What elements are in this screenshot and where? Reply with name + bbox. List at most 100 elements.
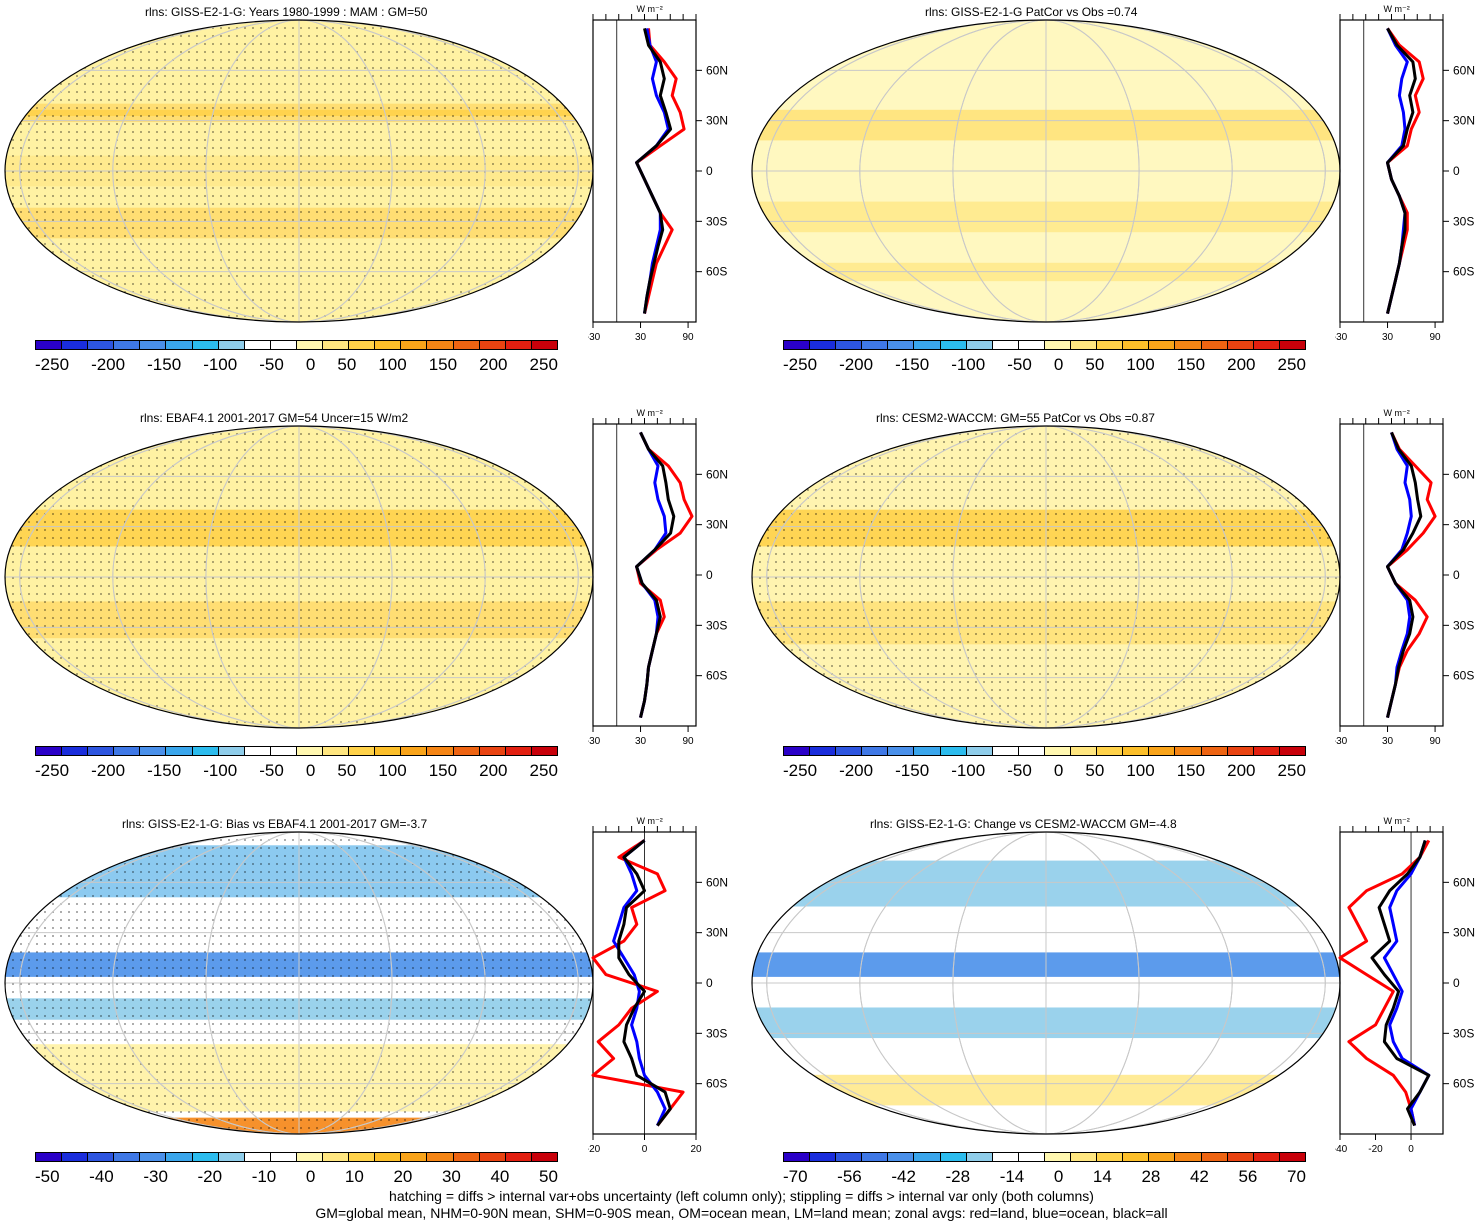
colorbar-tick-label: -250: [783, 761, 817, 781]
colorbar-swatch: [1096, 747, 1122, 755]
colorbar-swatch: [940, 1153, 966, 1161]
colorbar-tick-label: 200: [1227, 761, 1255, 781]
colorbar-swatch: [809, 747, 835, 755]
colorbar-swatch: [531, 1153, 557, 1161]
colorbar-tick-label: -28: [946, 1167, 971, 1187]
footer-line-1: hatching = diffs > internal var+obs unce…: [0, 1188, 1483, 1205]
colorbar-swatch: [1279, 341, 1305, 349]
colorbar-swatch: [192, 747, 218, 755]
colorbar-swatch: [139, 747, 165, 755]
colorbar-tick-label: -50: [259, 761, 284, 781]
map-diff-1: [3, 830, 595, 1136]
colorbar-tick-label: 20: [393, 1167, 412, 1187]
colorbar-tick-label: 50: [1085, 355, 1104, 375]
colorbar-tick-label: -100: [951, 761, 985, 781]
colorbar-swatch: [139, 1153, 165, 1161]
colorbar-tick-label: 30: [442, 1167, 461, 1187]
colorbar-tick-label: 200: [1227, 355, 1255, 375]
colorbar-swatch: [1044, 341, 1070, 349]
colorbar-tick-label: 100: [378, 355, 406, 375]
footer-note: hatching = diffs > internal var+obs unce…: [0, 1188, 1483, 1222]
zonal-lat-label: 60N: [706, 467, 728, 481]
colorbar-tick-label: 200: [479, 355, 507, 375]
zonal-series-line: [637, 432, 666, 717]
zonal-lat-label: 0: [706, 164, 713, 178]
panel-title: rlns: EBAF4.1 2001-2017 GM=54 Uncer=15 W…: [140, 411, 408, 425]
colorbar-swatch: [887, 341, 913, 349]
colorbar-swatch: [913, 1153, 939, 1161]
colorbar-swatch: [1279, 747, 1305, 755]
colorbar-swatch: [992, 341, 1018, 349]
zonal-lat-label: 60S: [1453, 669, 1474, 683]
colorbar-swatch: [270, 1153, 296, 1161]
colorbar-swatch: [1122, 1153, 1148, 1161]
colorbar-swatch: [913, 747, 939, 755]
zonal-lat-label: 30S: [706, 1026, 727, 1040]
zonal-frame: [1340, 20, 1443, 322]
colorbar-swatch: [426, 1153, 452, 1161]
colorbar-swatch: [1227, 747, 1253, 755]
colorbar-swatch: [784, 341, 809, 349]
colorbar-swatch: [887, 1153, 913, 1161]
colorbar-tick-label: -150: [895, 761, 929, 781]
colorbar-swatch: [1044, 747, 1070, 755]
colorbar-swatch: [36, 341, 61, 349]
colorbar-swatch: [1148, 1153, 1174, 1161]
zonal-lat-label: 60N: [1453, 875, 1475, 889]
colorbar-swatch: [531, 747, 557, 755]
zonal-x-tick-label: -30: [1335, 332, 1348, 343]
colorbar-tick-label: -20: [198, 1167, 223, 1187]
colorbar-swatch: [1279, 1153, 1305, 1161]
colorbar-swatch: [322, 747, 348, 755]
colorbar-tick-label: 250: [1278, 355, 1306, 375]
colorbar-tick-label: -30: [143, 1167, 168, 1187]
colorbar-tick-label: 100: [378, 761, 406, 781]
zonal-lat-label: 60S: [706, 669, 727, 683]
colorbar: [783, 340, 1306, 350]
colorbar-tick-label: -70: [783, 1167, 808, 1187]
colorbar-swatch: [218, 747, 244, 755]
colorbar-swatch: [1148, 341, 1174, 349]
colorbar-swatch: [218, 1153, 244, 1161]
colorbar-tick-label: 40: [490, 1167, 509, 1187]
colorbar-tick-label: -40: [89, 1167, 114, 1187]
colorbar-swatch: [1227, 1153, 1253, 1161]
zonal-lat-label: 60S: [1453, 1077, 1474, 1091]
colorbar-swatch: [835, 1153, 861, 1161]
colorbar-tick-label: 150: [429, 355, 457, 375]
colorbar-tick-label: -50: [259, 355, 284, 375]
colorbar-swatch: [1044, 1153, 1070, 1161]
colorbar-tick-label: -200: [91, 355, 125, 375]
colorbar-tick-label: 150: [1177, 355, 1205, 375]
zonal-lat-label: 30N: [706, 114, 728, 128]
colorbar-swatch: [966, 341, 992, 349]
zonal-x-tick-label: 30: [635, 332, 647, 343]
colorbar-swatch: [861, 341, 887, 349]
colorbar-swatch: [296, 341, 322, 349]
colorbar-swatch: [165, 1153, 191, 1161]
colorbar-swatch: [992, 747, 1018, 755]
colorbar-swatch: [61, 341, 87, 349]
colorbar-tick-label: -250: [35, 761, 69, 781]
colorbar-tick-label: 200: [479, 761, 507, 781]
colorbar-swatch: [1096, 341, 1122, 349]
colorbar-swatch: [426, 747, 452, 755]
colorbar-tick-label: -100: [203, 761, 237, 781]
colorbar-tick-label: 100: [1126, 355, 1154, 375]
colorbar-swatch: [835, 747, 861, 755]
zonal-lat-label: 30S: [1453, 618, 1474, 632]
colorbar-swatch: [36, 747, 61, 755]
colorbar-tick-label: 50: [1085, 761, 1104, 781]
colorbar-swatch: [374, 341, 400, 349]
colorbar-swatch: [1174, 1153, 1200, 1161]
colorbar-swatch: [1201, 1153, 1227, 1161]
colorbar-swatch: [809, 341, 835, 349]
colorbar-swatch: [1201, 747, 1227, 755]
colorbar-tick-label: -50: [35, 1167, 60, 1187]
colorbar-swatch: [966, 747, 992, 755]
colorbar-tick-label: 14: [1093, 1167, 1112, 1187]
colorbar-swatch: [244, 341, 270, 349]
